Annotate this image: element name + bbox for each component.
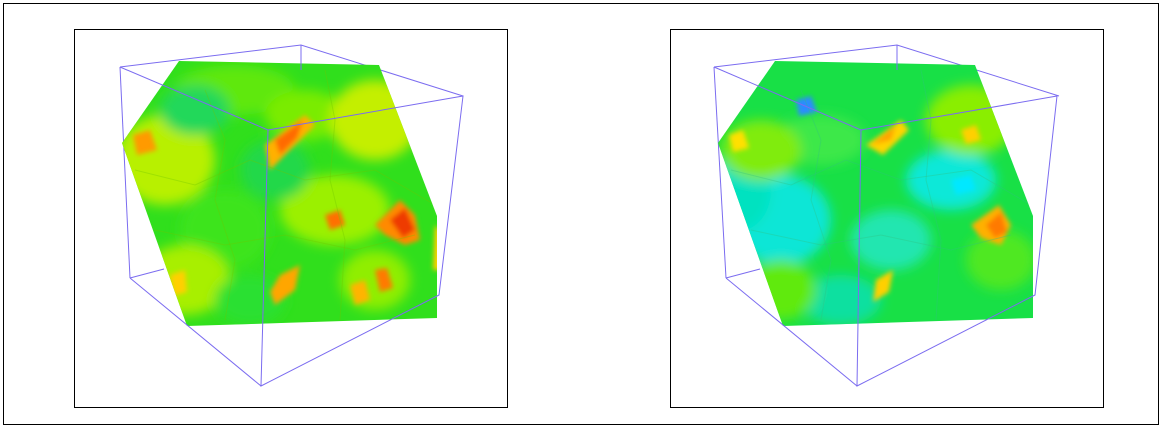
- left-volume-render: [119, 44, 464, 387]
- cube-front-edges: [713, 45, 1058, 387]
- right-volume-render: [713, 44, 1060, 387]
- slice-surface: [122, 61, 437, 326]
- cube-front-edges: [119, 45, 464, 387]
- slice-surface: [718, 61, 1033, 326]
- left-volume-panel: [74, 29, 508, 408]
- right-volume-panel: [670, 29, 1104, 408]
